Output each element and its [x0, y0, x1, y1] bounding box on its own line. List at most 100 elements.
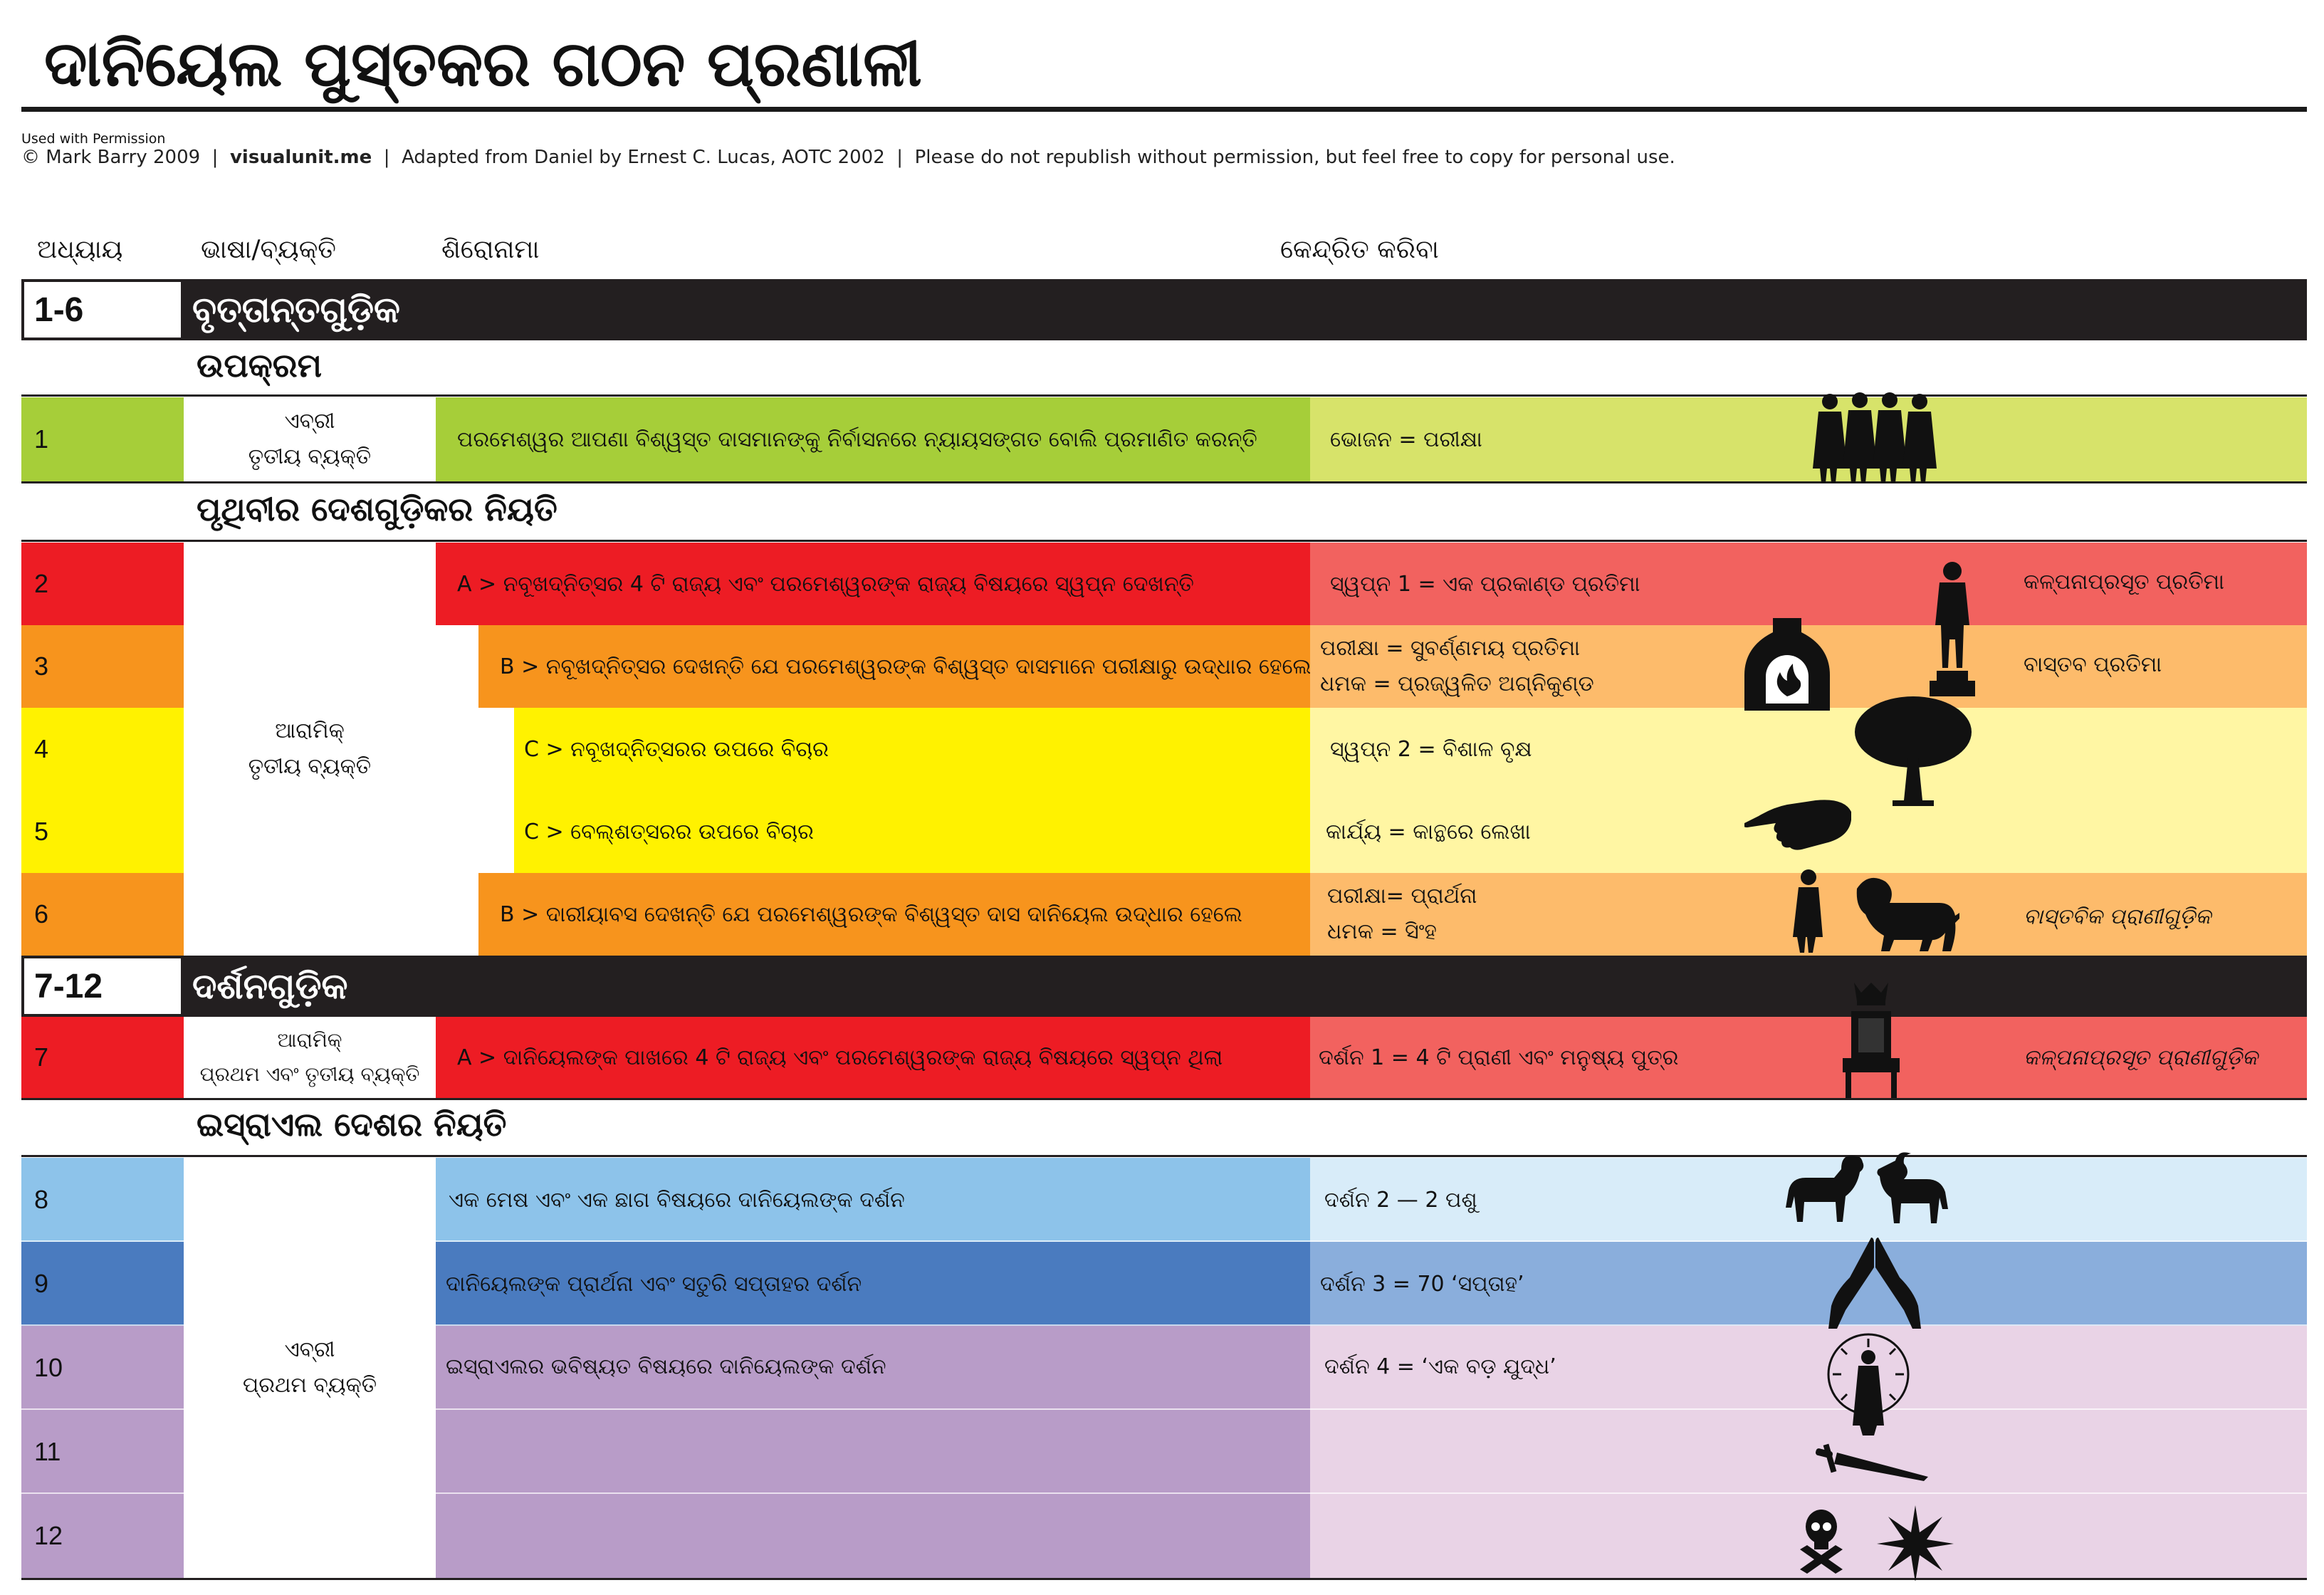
row-separator	[21, 1492, 184, 1494]
section-range-visions: 7-12	[21, 956, 184, 1017]
focus-cell: ସ୍ୱପ୍ନ 2 = ବିଶାଳ ବୃକ୍ଷ	[1310, 708, 2307, 790]
row-separator	[21, 1240, 184, 1242]
column-header-focus: କେନ୍ଦ୍ରିତ କରିବା	[1280, 235, 1439, 264]
section-title-stories: ବୃତ୍ତାନ୍ତଗୁଡ଼ିକ	[192, 288, 400, 330]
heading-cell: A > ନବୂଖଦ୍ନିତ୍ସର 4 ଟି ରାଜ୍ୟ ଏବଂ ପରମେଶ୍ୱର…	[436, 543, 1310, 625]
four-men-icon	[1813, 392, 1937, 483]
language-name: ଆରାମିକ୍	[277, 1028, 342, 1052]
focus-cell: ଦର୍ଶନ 3 = 70 ‘ସପ୍ତାହ’	[1310, 1242, 2307, 1326]
language-cell-ch8-12: ଏବ୍ରୀ ପ୍ରଥମ ବ୍ୟକ୍ତି	[184, 1158, 436, 1578]
credit-site: visualunit.me	[229, 147, 372, 168]
chapter-number: 11	[34, 1437, 61, 1466]
language-person: ତୃତୀୟ ବ୍ୟକ୍ତି	[248, 444, 372, 469]
language-cell-ch1: ଏବ୍ରୀ ତୃତୀୟ ବ୍ୟକ୍ତି	[184, 397, 436, 481]
title-rule	[21, 107, 2307, 112]
subhead-intro: ଉପକ୍ରମ	[197, 346, 322, 385]
focus-text: ଧମକ = ସିଂହ	[1327, 919, 1437, 944]
focus-cell: ସ୍ୱପ୍ନ 1 = ଏକ ପ୍ରକାଣ୍ଡ ପ୍ରତିମା	[1310, 543, 2307, 625]
row-10-chapter-cell	[21, 1326, 184, 1410]
radiant-figure-icon	[1827, 1333, 1910, 1436]
language-cell-ch2-6: ଆରାମିକ୍ ତୃତୀୟ ବ୍ୟକ୍ତି	[184, 543, 436, 956]
focus-text: ଦର୍ଶନ 3 = 70 ‘ସପ୍ତାହ’	[1320, 1271, 1524, 1297]
subhead-israel: ଇସ୍ରାଏଲ ଦେଶର ନିୟତି	[197, 1105, 507, 1144]
heading-cell	[436, 1410, 1310, 1494]
focus-note: ବାସ୍ତବିକ ପ୍ରାଣୀଗୁଡ଼ିକ	[2024, 904, 2212, 929]
column-header-language: ଭାଷା/ବ୍ୟକ୍ତି	[201, 235, 336, 264]
row-4-chapter-cell	[21, 708, 184, 790]
heading-cell: A > ଦାନିୟେଲଙ୍କ ପାଖରେ 4 ଟି ରାଜ୍ୟ ଏବଂ ପରମେ…	[436, 1017, 1310, 1098]
row-9-chapter-cell	[21, 1242, 184, 1326]
page-title: ଦାନିୟେଲ ପୁସ୍ତକର ଗଠନ ପ୍ରଣାଳୀ	[44, 27, 922, 100]
skull-star-icon	[1800, 1505, 1954, 1581]
focus-text: ଦର୍ଶନ 2 — 2 ପଶୁ	[1324, 1187, 1477, 1213]
row-12-chapter-cell	[21, 1494, 184, 1578]
row-8-chapter-cell	[21, 1158, 184, 1242]
divider	[21, 394, 2307, 397]
subhead-nations: ପୃଥିବୀର ଦେଶଗୁଡ଼ିକର ନିୟତି	[197, 490, 558, 528]
section-range-stories: 1-6	[21, 279, 184, 340]
heading-cell: C > ନବୂଖଦ୍ନିତ୍ସରର ଉପରେ ବିଚାର	[514, 708, 1310, 790]
pointing-hand-icon	[1744, 800, 1851, 850]
column-header-heading: ଶିରୋନାମା	[441, 235, 540, 264]
focus-text: ଧମକ = ପ୍ରଜ୍ୱଳିତ ଅଗ୍ନିକୁଣ୍ଡ	[1320, 671, 1594, 696]
chapter-number: 3	[34, 652, 49, 681]
row-7-chapter-cell	[21, 1017, 184, 1098]
chapter-number: 6	[34, 899, 49, 929]
chapter-number: 4	[34, 734, 49, 763]
tree-icon	[1855, 696, 1972, 806]
heading-cell: B > ନବୂଖଦ୍ନିତ୍ସର ଦେଖନ୍ତି ଯେ ପରମେଶ୍ୱରଙ୍କ …	[478, 625, 1312, 708]
column-header-chapter: ଅଧ୍ୟାୟ	[37, 235, 123, 264]
row-3-chapter-cell	[21, 625, 184, 708]
heading-cell: ପରମେଶ୍ୱର ଆପଣା ବିଶ୍ୱସ୍ତ ଦାସମାନଙ୍କୁ ନିର୍ବା…	[436, 397, 1310, 481]
divider	[21, 481, 2307, 483]
divider	[21, 540, 2307, 542]
divider	[21, 1578, 2307, 1580]
chapter-number: 9	[34, 1269, 49, 1298]
focus-text: ସ୍ୱପ୍ନ 2 = ବିଶାଳ ବୃକ୍ଷ	[1330, 736, 1532, 762]
row-separator	[21, 1408, 184, 1410]
divider	[21, 1155, 2307, 1157]
sword-icon	[1816, 1443, 1928, 1481]
focus-cell: ଦର୍ଶନ 4 = ‘ଏକ ବଡ଼ ଯୁଦ୍ଧ’	[1310, 1326, 2307, 1410]
furnace-icon	[1744, 618, 1830, 711]
throne-icon	[1843, 983, 1900, 1098]
row-separator	[21, 1324, 184, 1326]
language-name: ଏବ୍ରୀ	[284, 1337, 335, 1362]
focus-text: ଭୋଜନ = ପରୀକ୍ଷା	[1330, 427, 1482, 452]
man-lion-icon	[1793, 869, 1959, 953]
focus-note: କଳ୍ପନାପ୍ରସୂତ ପ୍ରାଣୀଗୁଡ଼ିକ	[2024, 1045, 2258, 1070]
credit-notice: Please do not republish without permissi…	[914, 147, 1675, 168]
chapter-number: 7	[34, 1042, 49, 1072]
focus-text: ପରୀକ୍ଷା= ପ୍ରାର୍ଥନା	[1327, 884, 1477, 909]
credit-source: Adapted from Daniel by Ernest C. Lucas, …	[402, 147, 885, 168]
heading-cell: C > ବେଲ୍ଶତ୍ସରର ଉପରେ ବିଚାର	[514, 790, 1310, 873]
chapter-number: 10	[34, 1353, 63, 1382]
row-separator	[436, 1240, 2307, 1242]
language-name: ଏବ୍ରୀ	[284, 409, 335, 434]
row-1-chapter-cell	[21, 397, 184, 481]
chapter-number: 8	[34, 1185, 49, 1214]
row-separator	[436, 1408, 2307, 1410]
row-separator	[436, 1492, 2307, 1494]
row-6-chapter-cell	[21, 873, 184, 956]
heading-cell: B > ଦାରୀୟାବସ ଦେଖନ୍ତି ଯେ ପରମେଶ୍ୱରଙ୍କ ବିଶ୍…	[478, 873, 1310, 956]
statue-icon	[1930, 562, 1975, 696]
row-2-chapter-cell	[21, 543, 184, 625]
credit-author: © Mark Barry 2009	[21, 147, 201, 168]
language-person: ପ୍ରଥମ ବ୍ୟକ୍ତି	[242, 1373, 377, 1398]
chapter-number: 1	[34, 424, 49, 454]
row-5-chapter-cell	[21, 790, 184, 873]
focus-text: ଦର୍ଶନ 4 = ‘ଏକ ବଡ଼ ଯୁଦ୍ଧ’	[1324, 1354, 1556, 1379]
focus-cell: ଦର୍ଶନ 1 = 4 ଟି ପ୍ରାଣୀ ଏବଂ ମନୁଷ୍ୟ ପୁତ୍ର	[1310, 1017, 2307, 1098]
heading-cell	[436, 1494, 1310, 1578]
praying-hands-icon	[1828, 1238, 1921, 1329]
focus-text: ଦର୍ଶନ 1 = 4 ଟି ପ୍ରାଣୀ ଏବଂ ମନୁଷ୍ୟ ପୁତ୍ର	[1319, 1045, 1679, 1070]
divider	[21, 1098, 2307, 1100]
row-11-chapter-cell	[21, 1410, 184, 1494]
chapter-number: 2	[34, 569, 49, 598]
focus-note: କଳ୍ପନାପ୍ରସୂତ ପ୍ରତିମା	[2024, 570, 2224, 595]
language-person: ପ୍ରଥମ ଏବଂ ତୃତୀୟ ବ୍ୟକ୍ତି	[199, 1062, 420, 1086]
focus-cell: ଭୋଜନ = ପରୀକ୍ଷା	[1310, 397, 2307, 481]
focus-text: କାର୍ଯ୍ୟ = କାନ୍ଥରେ ଲେଖା	[1326, 819, 1531, 844]
language-name: ଆରାମିକ୍	[275, 718, 345, 743]
